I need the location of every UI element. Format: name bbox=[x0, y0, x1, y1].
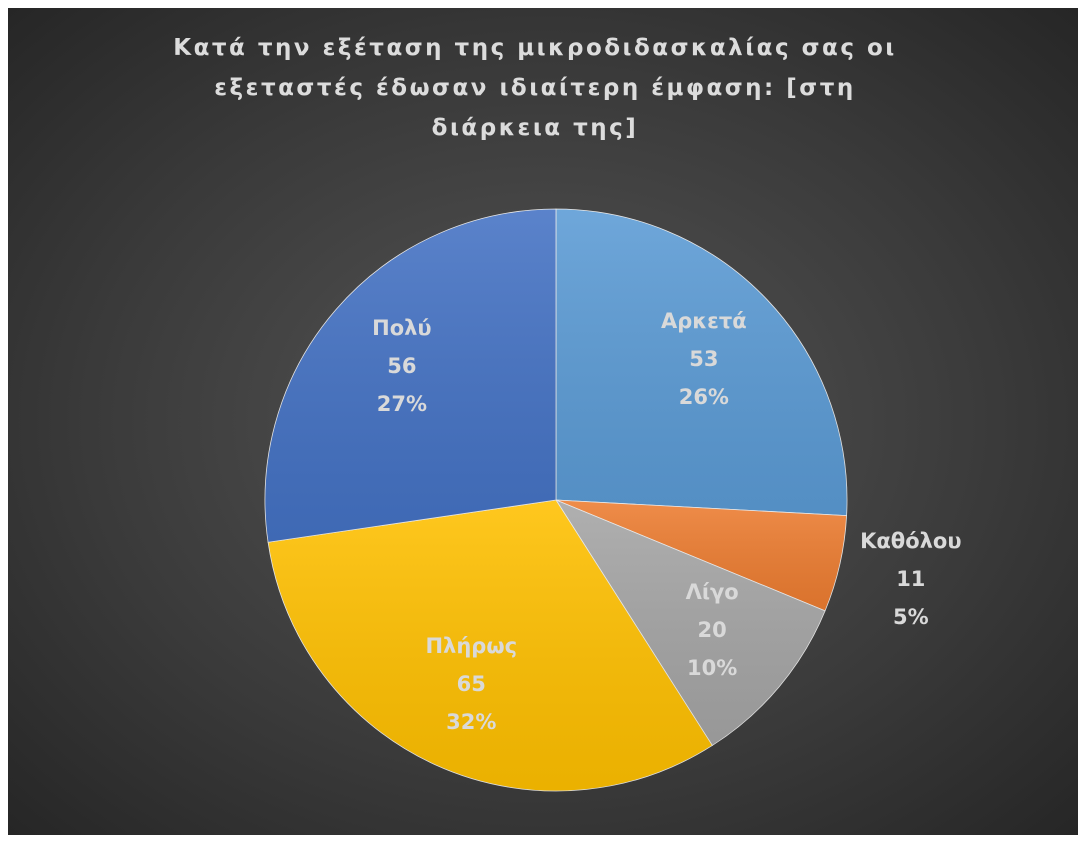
slice-value-label: 56 bbox=[387, 354, 416, 378]
slice-percent-label: 10% bbox=[687, 656, 737, 680]
slice-value-label: 11 bbox=[896, 567, 925, 591]
chart-title: Κατά την εξέταση της μικροδιδασκαλίας σα… bbox=[173, 35, 897, 141]
slice-percent-label: 5% bbox=[893, 605, 929, 629]
slice-category-label: Πλήρως bbox=[425, 634, 517, 658]
slice-percent-label: 32% bbox=[446, 710, 496, 734]
slice-percent-label: 26% bbox=[679, 385, 729, 409]
slice-category-label: Καθόλου bbox=[860, 529, 961, 553]
slice-category-label: Αρκετά bbox=[661, 309, 747, 333]
slice-percent-label: 27% bbox=[377, 392, 427, 416]
slice-value-label: 20 bbox=[698, 618, 727, 642]
slice-value-label: 65 bbox=[457, 672, 486, 696]
slice-category-label: Πολύ bbox=[372, 316, 431, 340]
slice-category-label: Λίγο bbox=[686, 580, 739, 604]
slice-value-label: 53 bbox=[689, 347, 718, 371]
